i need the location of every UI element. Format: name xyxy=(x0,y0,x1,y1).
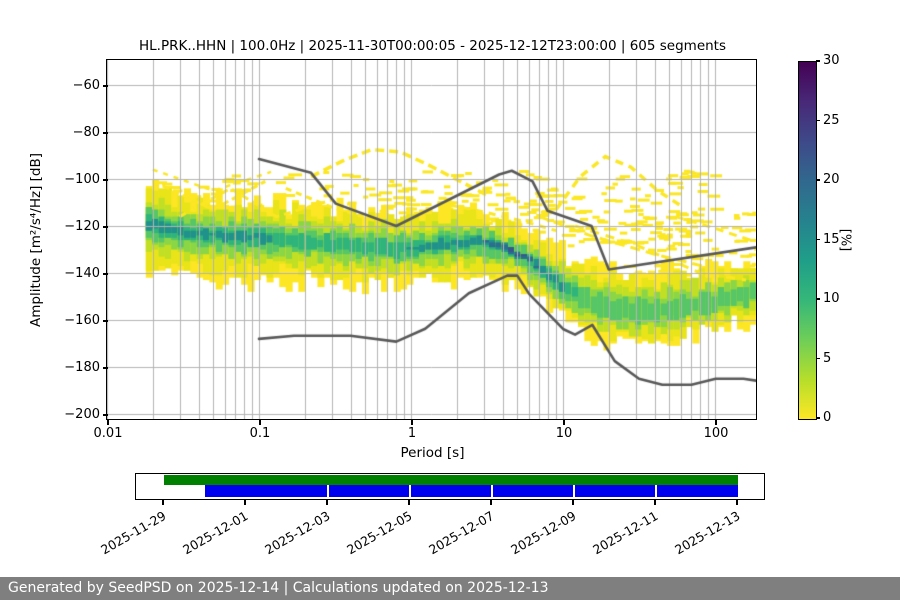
y-tick-label: −140 xyxy=(64,266,100,281)
y-tick-label: −180 xyxy=(64,360,100,376)
timeline-tick-label: 2025-12-03 xyxy=(262,508,333,558)
timeline-tick-label: 2025-12-07 xyxy=(426,508,497,558)
timeline-tick-mark xyxy=(408,500,410,505)
timeline-tick-mark xyxy=(326,500,328,505)
colorbar-tick-mark xyxy=(816,60,820,62)
timeline-tick-label: 2025-12-01 xyxy=(180,508,251,558)
colorbar-tick-label: 15 xyxy=(823,231,840,247)
y-tick-label: −120 xyxy=(64,218,100,234)
y-tick-label: −160 xyxy=(64,313,100,329)
colorbar-tick-mark xyxy=(816,298,820,300)
timeline-tick-mark xyxy=(572,500,574,505)
timeline-tick-mark xyxy=(654,500,656,505)
x-tick-label: 100 xyxy=(703,426,729,441)
timeline-tick-mark xyxy=(162,500,164,505)
timeline-tick-label: 2025-12-09 xyxy=(508,508,579,558)
x-tick-label: 1 xyxy=(407,426,417,441)
timeline-tick-mark xyxy=(244,500,246,505)
x-tick-mark xyxy=(411,420,413,425)
timeline-box xyxy=(135,473,765,500)
y-tick-mark xyxy=(103,367,108,369)
colorbar-tick-mark xyxy=(816,357,820,360)
x-tick-mark xyxy=(107,420,109,425)
x-tick-label: 0.01 xyxy=(93,426,123,441)
y-tick-label: −100 xyxy=(64,171,100,187)
x-tick-label: 0.1 xyxy=(249,426,271,441)
timeline-day-separator xyxy=(573,485,576,497)
timeline-day-separator xyxy=(327,485,330,497)
y-tick-mark xyxy=(103,414,108,416)
y-tick-mark xyxy=(103,273,108,275)
colorbar-tick-label: 5 xyxy=(823,350,832,366)
y-tick-mark xyxy=(103,179,108,181)
colorbar-tick-label: 20 xyxy=(823,172,840,187)
timeline-tick-label: 2025-12-05 xyxy=(344,508,415,558)
x-tick-mark xyxy=(259,420,261,425)
colorbar xyxy=(798,61,817,420)
colorbar-tick-label: 25 xyxy=(823,112,840,128)
y-tick-mark xyxy=(103,226,108,228)
x-tick-label: 10 xyxy=(555,426,573,441)
timeline-tick-label: 2025-12-11 xyxy=(590,508,661,558)
psd-histogram-canvas xyxy=(107,60,757,420)
colorbar-tick-label: 30 xyxy=(823,53,840,68)
y-tick-label: −60 xyxy=(72,77,100,93)
timeline-availability-bar xyxy=(164,475,738,485)
timeline-tick-label: 2025-12-13 xyxy=(672,508,743,558)
plot-area xyxy=(106,59,758,421)
colorbar-tick-label: 0 xyxy=(823,410,832,425)
colorbar-label: [%] xyxy=(837,228,853,252)
footer-bar: Generated by SeedPSD on 2025-12-14 | Cal… xyxy=(0,577,900,600)
x-tick-mark xyxy=(563,420,565,425)
colorbar-tick-mark xyxy=(816,417,820,419)
timeline-day-separator xyxy=(654,485,657,497)
y-tick-label: −200 xyxy=(64,407,100,423)
colorbar-tick-mark xyxy=(816,119,820,122)
timeline-tick-label: 2025-11-29 xyxy=(98,508,169,558)
timeline-tick-mark xyxy=(736,500,738,505)
y-tick-mark xyxy=(103,320,108,322)
colorbar-tick-label: 10 xyxy=(823,291,840,306)
x-tick-mark xyxy=(715,420,717,425)
y-tick-label: −80 xyxy=(72,124,100,140)
colorbar-tick-mark xyxy=(816,179,820,181)
y-tick-mark xyxy=(103,85,108,87)
colorbar-tick-mark xyxy=(816,238,820,241)
footer-text: Generated by SeedPSD on 2025-12-14 | Cal… xyxy=(8,580,549,596)
plot-title: HL.PRK..HHN | 100.0Hz | 2025-11-30T00:00… xyxy=(138,38,727,54)
x-axis-label: Period [s] xyxy=(400,445,465,461)
timeline-day-separator xyxy=(491,485,494,497)
timeline-day-separator xyxy=(409,485,412,497)
y-tick-mark xyxy=(103,132,108,134)
timeline-coverage-bar xyxy=(205,485,738,497)
timeline-tick-mark xyxy=(490,500,492,505)
